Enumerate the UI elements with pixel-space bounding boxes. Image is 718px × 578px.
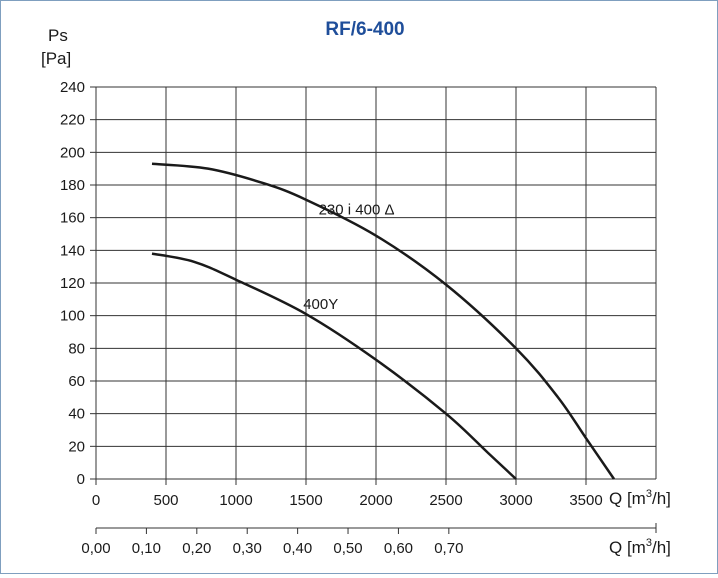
- grid: [95, 86, 657, 480]
- y-tick-label: 20: [68, 438, 85, 455]
- y-tick-label: 220: [60, 112, 85, 129]
- y-tick-label: 240: [60, 79, 85, 96]
- x-tick-label: 3000: [499, 492, 532, 509]
- x2-tick-label: 0,70: [434, 540, 463, 557]
- chart-title: RF/6-400: [325, 19, 404, 40]
- x2-tick-label: 0,50: [333, 540, 362, 557]
- y-tick-label: 120: [60, 275, 85, 292]
- curves: 230 i 400 Δ 400Y: [151, 162, 616, 480]
- x2-tick-label: 0,60: [384, 540, 413, 557]
- x-tick-label: 2500: [429, 492, 462, 509]
- x-axis-label: Q [m3/h]: [609, 488, 671, 508]
- x-tick-label: 1000: [219, 492, 252, 509]
- y-tick-label: 40: [68, 406, 85, 423]
- curve-series-1: [151, 162, 616, 480]
- x-tick-label: 3500: [569, 492, 602, 509]
- series-label-2: 400Y: [303, 296, 338, 313]
- y-tick-label: 160: [60, 210, 85, 227]
- x-tick-label: 1500: [289, 492, 322, 509]
- y-tick-label: 180: [60, 177, 85, 194]
- y-tick-label: 200: [60, 144, 85, 161]
- y-tick-label: 0: [77, 471, 85, 488]
- y-axis-label-ps: Ps: [48, 26, 68, 45]
- x2-tick-label: 0,20: [182, 540, 211, 557]
- y-tick-label: 140: [60, 242, 85, 259]
- x2-tick-label: 0,40: [283, 540, 312, 557]
- series-label-1: 230 i 400 Δ: [319, 201, 395, 218]
- x-tick-label: 0: [92, 492, 100, 509]
- x2-axis-label: Q [m3/h]: [609, 537, 671, 557]
- y-ticks: 0 20 40 60 80 100 120 140 160 180 200 220 240: [60, 79, 96, 488]
- x2-tick-label: 0,00: [81, 540, 110, 557]
- x2-tick-label: 0,10: [132, 540, 161, 557]
- secondary-x-axis: 0,00 0,10 0,20 0,30 0,40 0,50 0,60 0,70: [81, 523, 657, 557]
- x-tick-label: 2000: [359, 492, 392, 509]
- y-axis-label-unit: [Pa]: [41, 49, 71, 68]
- y-tick-label: 80: [68, 340, 85, 357]
- curve-series-2: [151, 252, 517, 480]
- y-tick-label: 100: [60, 308, 85, 325]
- x2-tick-label: 0,30: [233, 540, 262, 557]
- x-tick-label: 500: [153, 492, 178, 509]
- x-ticks: 0 500 1000 1500 2000 2500 3000 3500: [92, 479, 603, 509]
- y-tick-label: 60: [68, 373, 85, 390]
